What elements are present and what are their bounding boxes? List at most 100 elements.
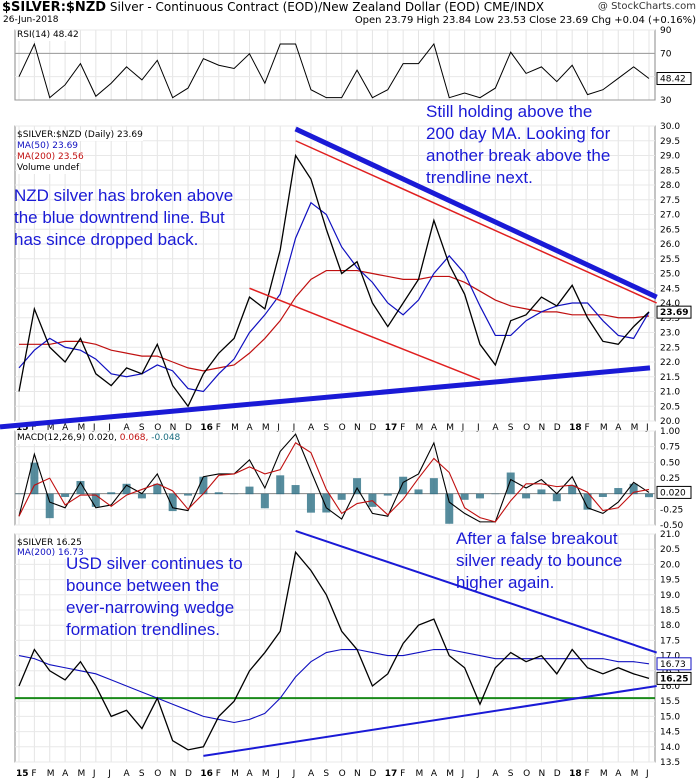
red-channel-upper-line <box>295 140 657 304</box>
blue-downtrend-line <box>294 126 658 300</box>
month-tick-label: J <box>645 769 649 779</box>
annotation-line: the blue downtrend line. But <box>14 208 225 227</box>
month-tick-label: J <box>92 423 96 433</box>
red-channel-lower-line <box>249 287 481 381</box>
month-tick-label: F <box>585 769 590 779</box>
month-tick-label: J <box>92 769 96 779</box>
usd-tick-label: 16.0 <box>660 682 680 692</box>
macd-histogram-bar <box>337 493 346 500</box>
macd-current-value: 0.020 <box>660 488 686 498</box>
main-tick-label: 25.0 <box>660 270 680 280</box>
month-tick-label: M <box>77 769 85 779</box>
usd-current-badge <box>656 671 692 685</box>
annotation-usd-wedge: USD silver continues to bounce between t… <box>66 553 243 641</box>
main-tick-label: 23.5 <box>660 314 680 324</box>
month-tick-label: O <box>523 769 530 779</box>
main-tick-label: 21.5 <box>660 373 680 383</box>
month-tick-label: M <box>600 769 608 779</box>
main-tick-label: 29.5 <box>660 137 680 147</box>
month-tick-label: D <box>185 423 192 433</box>
macd-histogram-bar <box>475 493 484 499</box>
rsi-tick-label: 90 <box>660 26 672 36</box>
month-tick-label: M <box>446 423 454 433</box>
usd-lower-wedge-line <box>203 685 657 757</box>
month-tick-label: O <box>339 769 346 779</box>
main-tick-label: 26.5 <box>660 225 680 235</box>
nzd-price-line <box>18 153 650 408</box>
ma50-line <box>18 201 650 393</box>
month-tick-label: M <box>231 423 239 433</box>
month-tick-label: N <box>538 769 545 779</box>
copyright-label[interactable]: @ StockCharts.com <box>597 1 696 12</box>
macd-histogram-bar <box>414 489 423 495</box>
month-tick-label: D <box>554 769 561 779</box>
rsi-legend: RSI(14) 48.42 <box>17 30 79 41</box>
usd-tick-label: 18.0 <box>660 621 680 631</box>
macd-histogram-bar <box>506 472 515 495</box>
month-tick-label: A <box>308 769 315 779</box>
macd-histogram-bar <box>15 493 23 495</box>
chart-date: 26-Jun-2018 <box>3 15 59 25</box>
month-tick-label: 18 <box>569 769 582 779</box>
macd-tick-label: 0.75 <box>660 443 680 453</box>
ma200-line <box>19 269 650 372</box>
month-tick-label: O <box>154 423 161 433</box>
macd-histogram-bar <box>353 478 362 495</box>
month-tick-label: A <box>62 769 69 779</box>
macd-tick-label: -0.50 <box>660 521 684 531</box>
symbol-label: $SILVER:$NZD <box>2 0 107 15</box>
ohlc-readout: Open 23.79 High 23.84 Low 23.53 Close 23… <box>354 15 696 26</box>
macd-tick-label: 1.00 <box>660 427 680 437</box>
annotation-line: formation trendlines. <box>66 620 221 639</box>
annotation-line: USD silver continues to <box>66 554 243 573</box>
main-tick-label: 22.0 <box>660 358 680 368</box>
usd-legend-price: $SILVER 16.25 <box>17 538 82 549</box>
month-tick-label: D <box>369 769 376 779</box>
macd-legend-signal: 0.068, <box>119 433 149 443</box>
macd-histogram-bar <box>184 493 193 496</box>
month-tick-label: N <box>354 769 361 779</box>
month-tick-label: N <box>170 769 177 779</box>
macd-histogram-bar <box>522 493 531 499</box>
macd-histogram-bar <box>537 489 546 495</box>
main-legend-price: $SILVER:$NZD (Daily) 23.69 <box>17 130 143 141</box>
month-tick-label: S <box>508 769 514 779</box>
macd-histogram-bar <box>230 493 239 495</box>
macd-histogram-bar <box>445 493 454 524</box>
month-tick-label: M <box>631 769 639 779</box>
month-tick-label: 17 <box>385 769 398 779</box>
month-tick-label: M <box>47 769 55 779</box>
macd-histogram-bar <box>168 493 177 512</box>
macd-legend-name: MACD(12,26,9) <box>17 433 86 443</box>
month-tick-label: J <box>461 769 465 779</box>
main-current-badge <box>656 305 692 319</box>
month-tick-label: A <box>124 769 131 779</box>
month-tick-label: 15 <box>16 423 29 433</box>
chart-title: $SILVER:$NZD Silver - Continuous Contrac… <box>2 0 544 15</box>
macd-histogram-bar <box>245 486 254 495</box>
month-tick-label: F <box>400 423 405 433</box>
macd-histogram-bar <box>598 493 607 497</box>
symbol-description: Silver - Continuous Contract (EOD)/New Z… <box>109 0 545 14</box>
month-tick-label: A <box>492 423 499 433</box>
macd-histogram-bar <box>153 483 162 495</box>
month-tick-label: M <box>600 423 608 433</box>
month-tick-label: S <box>508 423 514 433</box>
blue-uptrend-line <box>0 365 651 430</box>
rsi-tick-label: 70 <box>660 49 672 59</box>
annotation-usd-bounce: After a false breakout silver ready to b… <box>456 528 622 594</box>
usd-tick-label: 18.5 <box>660 606 680 616</box>
macd-histogram-bar <box>645 493 653 498</box>
annotation-line: bounce between the <box>66 576 220 595</box>
month-tick-label: A <box>62 423 69 433</box>
annotation-line: another break above the <box>426 146 611 165</box>
macd-current-badge <box>656 485 692 499</box>
annotation-line: ever-narrowing wedge <box>66 598 235 617</box>
macd-histogram-bar <box>214 492 223 495</box>
month-tick-label: J <box>276 769 280 779</box>
macd-histogram-bar <box>629 483 638 495</box>
month-tick-label: 18 <box>569 423 582 433</box>
usd-tick-label: 14.5 <box>660 728 680 738</box>
macd-tick-label: 0.50 <box>660 458 680 468</box>
